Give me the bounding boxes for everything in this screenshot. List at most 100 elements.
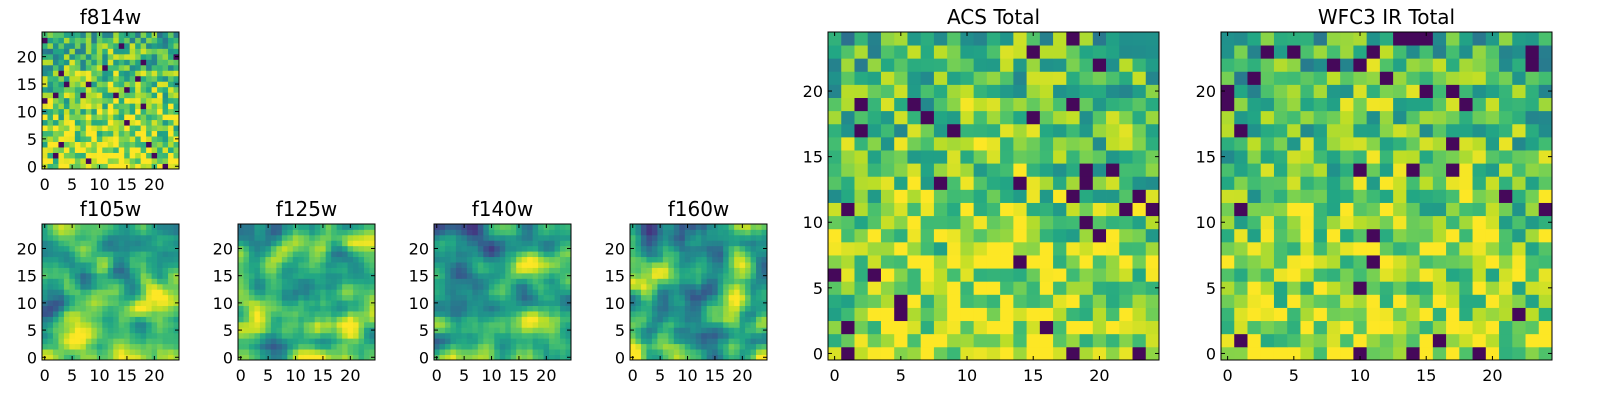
- heatmap-cell: [358, 289, 365, 296]
- heatmap-cell: [1132, 294, 1147, 308]
- heatmap-cell: [58, 338, 65, 345]
- heatmap-cell: [168, 108, 174, 115]
- heatmap-cell: [129, 92, 136, 99]
- heatmap-cell: [63, 136, 70, 142]
- heatmap-cell: [292, 256, 299, 263]
- heatmap-cell: [129, 32, 136, 38]
- heatmap-cell: [543, 311, 550, 317]
- heatmap-cell: [477, 338, 484, 345]
- heatmap-cell: [358, 283, 365, 290]
- heatmap-cell: [1287, 228, 1301, 243]
- heatmap-cell: [761, 283, 768, 290]
- heatmap-cell: [510, 278, 517, 285]
- heatmap-cell: [47, 92, 54, 99]
- heatmap-cell: [107, 321, 114, 328]
- heatmap-cell: [1026, 163, 1041, 177]
- heatmap-cell: [1406, 281, 1420, 295]
- heatmap-cell: [1446, 97, 1460, 112]
- heatmap-cell: [238, 289, 244, 296]
- heatmap-cell: [1119, 97, 1133, 112]
- heatmap-cell: [52, 108, 59, 115]
- heatmap-cell: [646, 300, 653, 306]
- heatmap-cell: [85, 86, 92, 93]
- heatmap-cell: [107, 262, 114, 268]
- heatmap-cell: [358, 278, 365, 285]
- heatmap-cell: [684, 240, 691, 247]
- heatmap-cell: [1079, 307, 1094, 322]
- heatmap-cell: [1039, 255, 1054, 269]
- heatmap-cell: [1459, 333, 1473, 348]
- heatmap-cell: [107, 59, 114, 66]
- heatmap-cell: [684, 245, 691, 252]
- heatmap-cell: [505, 354, 512, 361]
- heatmap-cell: [129, 163, 136, 170]
- heatmap-cell: [276, 283, 283, 290]
- heatmap-cell: [1092, 71, 1107, 85]
- heatmap-cell: [74, 272, 81, 279]
- heatmap-cell: [336, 354, 343, 361]
- heatmap-cell: [828, 136, 842, 151]
- heatmap-cell: [1079, 215, 1094, 230]
- heatmap-cell: [1538, 58, 1553, 72]
- heatmap-cell: [1247, 110, 1262, 125]
- heatmap-cell: [102, 103, 109, 110]
- heatmap-cell: [723, 332, 730, 339]
- heatmap-cell: [52, 64, 59, 71]
- heatmap-cell: [74, 125, 81, 132]
- heatmap-cell: [1026, 58, 1041, 72]
- heatmap-cell: [867, 71, 882, 85]
- heatmap-cell: [80, 147, 87, 153]
- heatmap-cell: [499, 251, 506, 258]
- heatmap-cell: [248, 224, 255, 230]
- heatmap-cell: [1472, 255, 1487, 269]
- heatmap-cell: [135, 32, 142, 38]
- heatmap-cell: [135, 338, 142, 345]
- heatmap-cell: [717, 316, 724, 323]
- heatmap-cell: [1053, 163, 1067, 177]
- heatmap-cell: [1247, 241, 1262, 256]
- heatmap-cell: [52, 311, 59, 317]
- heatmap-cell: [364, 289, 370, 296]
- heatmap-cell: [488, 229, 495, 236]
- heatmap-cell: [1066, 307, 1080, 322]
- x-tick-label: 20: [144, 175, 164, 194]
- heatmap-cell: [549, 311, 555, 317]
- heatmap-cell: [113, 305, 120, 312]
- heatmap-cell: [52, 305, 59, 312]
- heatmap-cell: [684, 251, 691, 258]
- heatmap-cell: [364, 338, 370, 345]
- heatmap-cell: [1326, 32, 1341, 46]
- heatmap-cell: [455, 267, 462, 274]
- heatmap-cell: [52, 267, 59, 274]
- heatmap-cell: [107, 327, 114, 334]
- heatmap-cell: [1379, 110, 1394, 125]
- heatmap-cell: [320, 283, 327, 290]
- heatmap-cell: [841, 123, 855, 138]
- x-tick-label: 5: [896, 366, 906, 385]
- heatmap-cell: [549, 289, 555, 296]
- heatmap-cell: [657, 321, 664, 328]
- heatmap-cell: [358, 234, 365, 241]
- heatmap-cell: [303, 229, 310, 236]
- heatmap-cell: [353, 343, 359, 350]
- heatmap-cell: [1406, 136, 1420, 151]
- heatmap-cell: [635, 229, 642, 236]
- heatmap-cell: [973, 84, 988, 98]
- heatmap-cell: [107, 158, 114, 164]
- heatmap-cell: [920, 281, 935, 295]
- heatmap-cell: [129, 283, 136, 290]
- heatmap-cell: [651, 327, 658, 334]
- heatmap-cell: [854, 123, 869, 138]
- heatmap-cell: [287, 229, 294, 236]
- heatmap-cell: [151, 42, 158, 49]
- heatmap-cell: [450, 294, 457, 301]
- heatmap-cell: [499, 272, 506, 279]
- heatmap-cell: [118, 267, 125, 274]
- heatmap-cell: [69, 97, 76, 104]
- heatmap-cell: [728, 316, 735, 323]
- heatmap-cell: [690, 240, 697, 247]
- heatmap-cell: [1459, 110, 1473, 125]
- heatmap-cell: [140, 48, 147, 55]
- heatmap-cell: [1512, 58, 1526, 72]
- heatmap-cell: [173, 305, 180, 312]
